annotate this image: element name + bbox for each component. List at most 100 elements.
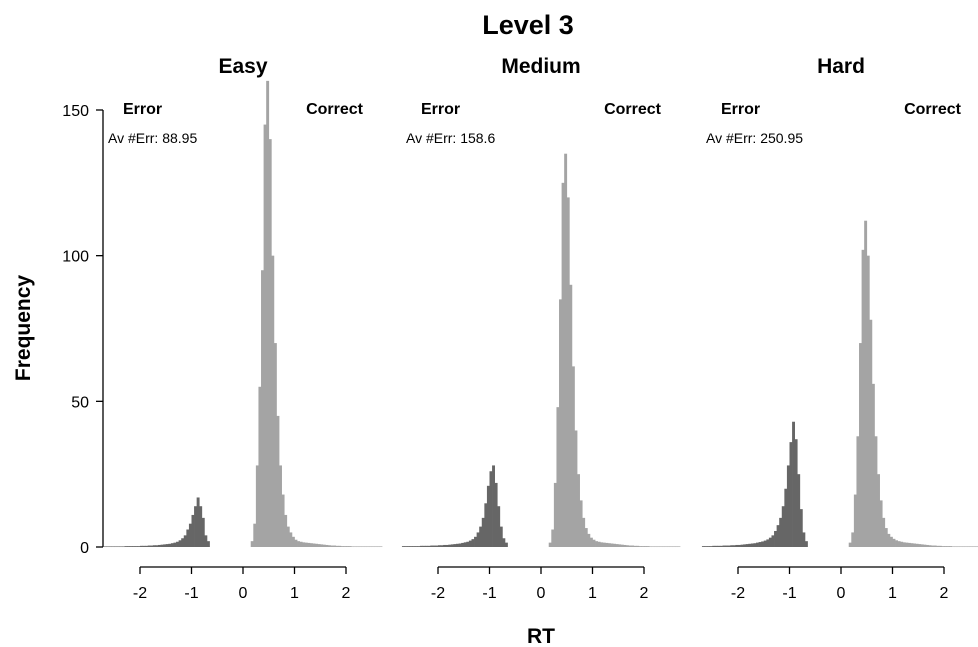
error-bar — [781, 506, 785, 547]
x-tick-label: 2 — [342, 585, 351, 602]
error-bar — [504, 542, 508, 547]
correct-bar — [959, 546, 963, 548]
correct-bar — [946, 546, 950, 547]
correct-bar — [312, 543, 316, 547]
correct-bar — [366, 546, 370, 548]
correct-bar — [897, 541, 901, 547]
error-bar — [499, 526, 503, 547]
correct-bar — [268, 139, 272, 547]
error-bar — [114, 546, 118, 548]
error-bar — [116, 546, 120, 548]
correct-bar — [923, 544, 927, 547]
error-bar — [479, 526, 483, 547]
correct-bar — [605, 542, 609, 547]
error-bar — [427, 545, 431, 547]
error-bar — [461, 542, 465, 547]
error-bar — [486, 485, 490, 547]
error-bar — [484, 503, 488, 547]
correct-bar — [964, 546, 968, 548]
correct-bar — [884, 528, 888, 547]
error-bar — [719, 545, 723, 547]
error-bar — [438, 545, 441, 547]
error-count-annotation: Av #Err: 88.95 — [108, 130, 197, 146]
correct-bar — [281, 494, 285, 547]
error-bar — [186, 529, 190, 547]
error-bar — [471, 539, 475, 547]
error-bar — [176, 541, 179, 547]
y-tick-label: 50 — [71, 394, 89, 411]
correct-bar — [620, 544, 624, 547]
correct-bar — [951, 546, 955, 548]
error-bar — [206, 541, 210, 547]
correct-bar — [376, 546, 380, 548]
correct-bar — [582, 517, 586, 547]
correct-bar — [579, 500, 583, 547]
correct-bar — [931, 545, 935, 547]
correct-bar — [895, 540, 898, 547]
correct-bar — [302, 542, 306, 547]
correct-bar — [255, 465, 259, 547]
correct-bar — [371, 546, 375, 548]
error-bar — [799, 509, 803, 547]
correct-bar — [861, 249, 865, 547]
correct-bar — [556, 407, 560, 547]
error-bar — [119, 546, 123, 548]
correct-bar — [551, 529, 555, 547]
correct-bar — [928, 545, 932, 547]
error-count-annotation: Av #Err: 250.95 — [706, 130, 803, 146]
error-bar — [730, 545, 734, 547]
correct-bar — [364, 546, 367, 548]
error-bar — [456, 543, 459, 547]
error-bar — [502, 538, 506, 547]
error-bar — [709, 546, 713, 547]
correct-bar — [602, 542, 606, 547]
correct-bar — [631, 545, 635, 547]
correct-bar — [320, 544, 324, 547]
error-bar — [150, 545, 154, 547]
figure-title: Level 3 — [482, 10, 574, 40]
correct-bar — [271, 255, 275, 548]
correct-bar — [569, 284, 573, 547]
error-bar — [732, 545, 736, 547]
error-bar — [134, 546, 138, 547]
error-bar — [132, 546, 136, 547]
x-tick-label: -2 — [731, 585, 745, 602]
error-bar — [414, 546, 418, 547]
correct-bar — [910, 543, 914, 547]
error-bar — [409, 546, 413, 547]
error-bar — [497, 506, 501, 547]
error-bar — [727, 545, 731, 547]
correct-bar — [613, 543, 617, 547]
correct-bar — [874, 436, 878, 547]
correct-bar — [340, 546, 344, 547]
correct-bar — [636, 545, 640, 547]
correct-bar — [266, 80, 270, 548]
correct-bar — [954, 546, 958, 548]
correct-bar — [353, 546, 357, 548]
x-tick-label: -1 — [482, 585, 496, 602]
y-tick-label: 100 — [62, 249, 89, 266]
x-axis: -2 -1 0 1 2 — [431, 566, 649, 602]
x-tick-label: -1 — [184, 585, 198, 602]
y-axis-label: Frequency — [12, 275, 35, 382]
error-bar — [735, 544, 739, 547]
error-bar — [753, 543, 757, 547]
x-tick-label: -2 — [133, 585, 147, 602]
correct-bar — [913, 543, 917, 547]
correct-bar — [548, 542, 552, 547]
correct-bar — [638, 546, 642, 547]
error-bar — [786, 465, 790, 547]
correct-bar — [879, 500, 883, 547]
panel-title: Medium — [501, 55, 580, 78]
error-bar — [489, 471, 493, 547]
error-bar — [168, 543, 172, 547]
correct-bar — [641, 546, 645, 547]
correct-bar — [664, 546, 668, 548]
error-bar — [802, 532, 806, 547]
error-bar — [768, 537, 772, 547]
x-tick-label: 1 — [588, 585, 597, 602]
y-tick-label: 150 — [62, 103, 89, 120]
x-tick-label: 0 — [837, 585, 846, 602]
correct-bar — [887, 533, 891, 547]
